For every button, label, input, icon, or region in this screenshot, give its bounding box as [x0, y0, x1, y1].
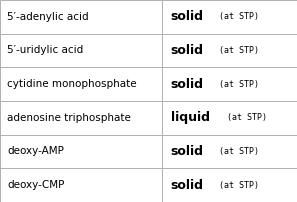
Text: solid: solid	[171, 179, 204, 192]
Text: (at STP): (at STP)	[227, 113, 267, 122]
Text: solid: solid	[171, 44, 204, 57]
Text: deoxy-AMP: deoxy-AMP	[7, 146, 64, 157]
Text: solid: solid	[171, 145, 204, 158]
Text: (at STP): (at STP)	[219, 147, 259, 156]
Text: solid: solid	[171, 78, 204, 91]
Text: (at STP): (at STP)	[219, 80, 259, 89]
Text: deoxy-CMP: deoxy-CMP	[7, 180, 65, 190]
Text: solid: solid	[171, 10, 204, 23]
Text: cytidine monophosphate: cytidine monophosphate	[7, 79, 137, 89]
Text: 5′-uridylic acid: 5′-uridylic acid	[7, 45, 84, 56]
Text: (at STP): (at STP)	[219, 46, 259, 55]
Text: adenosine triphosphate: adenosine triphosphate	[7, 113, 131, 123]
Text: 5′-adenylic acid: 5′-adenylic acid	[7, 12, 89, 22]
Text: liquid: liquid	[171, 111, 210, 124]
Text: (at STP): (at STP)	[219, 12, 259, 21]
Text: (at STP): (at STP)	[219, 181, 259, 190]
